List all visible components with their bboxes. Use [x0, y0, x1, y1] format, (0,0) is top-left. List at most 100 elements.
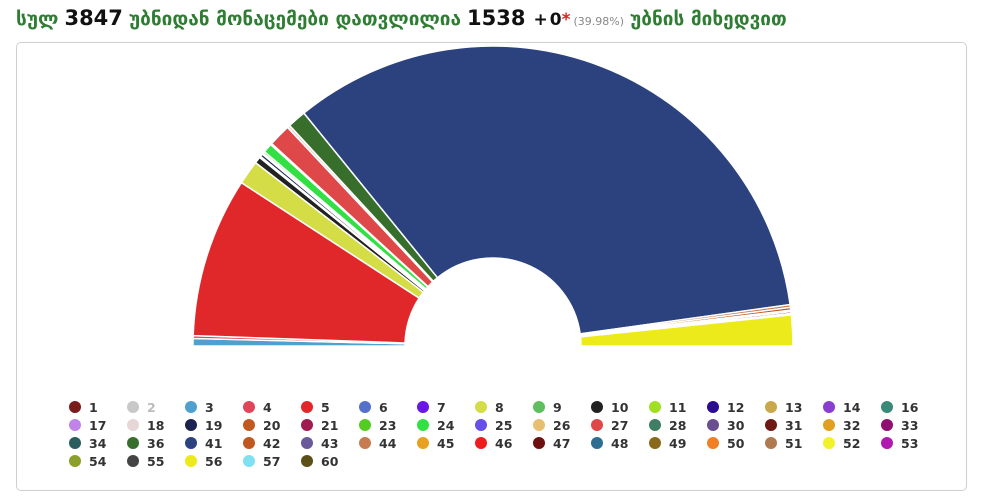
legend-item-33[interactable]: 33: [881, 416, 939, 434]
legend-item-14[interactable]: 14: [823, 398, 881, 416]
legend-item-21[interactable]: 21: [301, 416, 359, 434]
legend-item-56[interactable]: 56: [185, 452, 243, 470]
legend-swatch: [707, 419, 719, 431]
chart-legend: 1 2 3 4 5 6 7 8 9 10 11 12 13 14 16 17 18 19 20 21 23 24 25 26 2…: [69, 398, 949, 470]
legend-swatch: [881, 419, 893, 431]
legend-item-10[interactable]: 10: [591, 398, 649, 416]
legend-swatch: [881, 401, 893, 413]
legend-swatch: [243, 419, 255, 431]
legend-swatch: [591, 419, 603, 431]
legend-swatch: [765, 437, 777, 449]
legend-label: 3: [205, 399, 214, 415]
legend-item-34[interactable]: 34: [69, 434, 127, 452]
legend-item-11[interactable]: 11: [649, 398, 707, 416]
legend-label: 19: [205, 417, 223, 433]
slice-56[interactable]: [579, 314, 794, 347]
legend-swatch: [649, 437, 661, 449]
legend-item-51[interactable]: 51: [765, 434, 823, 452]
legend-item-43[interactable]: 43: [301, 434, 359, 452]
legend-item-6[interactable]: 6: [359, 398, 417, 416]
legend-item-18[interactable]: 18: [127, 416, 185, 434]
legend-item-57[interactable]: 57: [243, 452, 301, 470]
header-prefix: სულ: [16, 8, 59, 30]
legend-item-1[interactable]: 1: [69, 398, 127, 416]
legend-item-12[interactable]: 12: [707, 398, 765, 416]
legend-item-44[interactable]: 44: [359, 434, 417, 452]
legend-label: 6: [379, 399, 388, 415]
legend-swatch: [301, 401, 313, 413]
counted-percent: (39.98%): [573, 15, 625, 28]
legend-item-49[interactable]: 49: [649, 434, 707, 452]
legend-label: 5: [321, 399, 330, 415]
legend-item-4[interactable]: 4: [243, 398, 301, 416]
legend-item-32[interactable]: 32: [823, 416, 881, 434]
legend-item-2[interactable]: 2: [127, 398, 185, 416]
page-header: სულ 3847 უბნიდან მონაცემები დათვლილია 15…: [16, 6, 787, 36]
legend-label: 21: [321, 417, 339, 433]
slice-5[interactable]: [192, 181, 421, 344]
legend-item-16[interactable]: 16: [881, 398, 939, 416]
legend-label: 52: [843, 435, 861, 451]
legend-item-46[interactable]: 46: [475, 434, 533, 452]
legend-swatch: [69, 419, 81, 431]
legend-item-19[interactable]: 19: [185, 416, 243, 434]
legend-label: 31: [785, 417, 803, 433]
counted-precincts: 1538: [467, 6, 526, 30]
legend-item-47[interactable]: 47: [533, 434, 591, 452]
legend-item-60[interactable]: 60: [301, 452, 359, 470]
legend-item-54[interactable]: 54: [69, 452, 127, 470]
plus-sign: +: [533, 10, 548, 30]
legend-swatch: [185, 401, 197, 413]
legend-swatch: [185, 437, 197, 449]
legend-item-42[interactable]: 42: [243, 434, 301, 452]
legend-label: 7: [437, 399, 446, 415]
legend-item-13[interactable]: 13: [765, 398, 823, 416]
legend-swatch: [69, 401, 81, 413]
legend-label: 54: [89, 453, 107, 469]
legend-label: 48: [611, 435, 629, 451]
legend-item-7[interactable]: 7: [417, 398, 475, 416]
legend-label: 55: [147, 453, 165, 469]
legend-item-26[interactable]: 26: [533, 416, 591, 434]
legend-label: 34: [89, 435, 107, 451]
legend-item-24[interactable]: 24: [417, 416, 475, 434]
legend-item-41[interactable]: 41: [185, 434, 243, 452]
legend-item-3[interactable]: 3: [185, 398, 243, 416]
legend-swatch: [417, 419, 429, 431]
semicircle-chart: [192, 45, 794, 347]
legend-item-23[interactable]: 23: [359, 416, 417, 434]
legend-label: 57: [263, 453, 281, 469]
legend-item-17[interactable]: 17: [69, 416, 127, 434]
legend-label: 50: [727, 435, 745, 451]
legend-item-36[interactable]: 36: [127, 434, 185, 452]
legend-item-30[interactable]: 30: [707, 416, 765, 434]
legend-item-8[interactable]: 8: [475, 398, 533, 416]
legend-label: 30: [727, 417, 745, 433]
slice-41[interactable]: [302, 45, 791, 335]
legend-label: 26: [553, 417, 571, 433]
legend-item-50[interactable]: 50: [707, 434, 765, 452]
legend-label: 27: [611, 417, 629, 433]
legend-item-52[interactable]: 52: [823, 434, 881, 452]
legend-item-9[interactable]: 9: [533, 398, 591, 416]
legend-item-55[interactable]: 55: [127, 452, 185, 470]
legend-item-5[interactable]: 5: [301, 398, 359, 416]
legend-item-53[interactable]: 53: [881, 434, 939, 452]
legend-swatch: [765, 401, 777, 413]
legend-label: 53: [901, 435, 919, 451]
legend-item-31[interactable]: 31: [765, 416, 823, 434]
legend-item-20[interactable]: 20: [243, 416, 301, 434]
legend-label: 2: [147, 399, 156, 415]
legend-swatch: [475, 419, 487, 431]
legend-item-28[interactable]: 28: [649, 416, 707, 434]
legend-swatch: [127, 401, 139, 413]
legend-item-25[interactable]: 25: [475, 416, 533, 434]
legend-label: 4: [263, 399, 272, 415]
legend-swatch: [185, 455, 197, 467]
legend-item-45[interactable]: 45: [417, 434, 475, 452]
legend-swatch: [359, 401, 371, 413]
legend-item-27[interactable]: 27: [591, 416, 649, 434]
legend-swatch: [649, 401, 661, 413]
legend-swatch: [533, 401, 545, 413]
legend-item-48[interactable]: 48: [591, 434, 649, 452]
